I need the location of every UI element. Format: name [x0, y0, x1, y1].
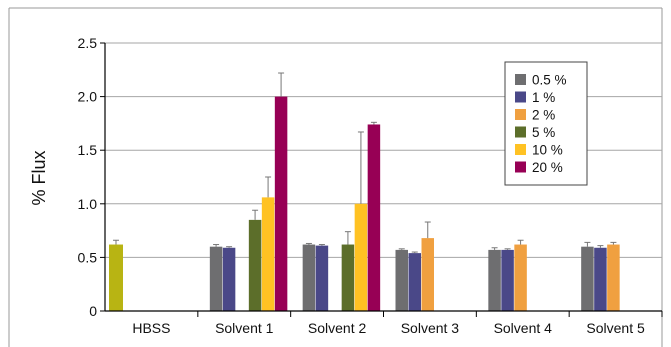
- bar: [421, 238, 434, 311]
- bar: [261, 197, 275, 311]
- bar: [302, 244, 316, 311]
- legend-swatch: [515, 74, 526, 85]
- legend-label: 5 %: [532, 125, 555, 140]
- axes-layer: 0 0.5 1.0 1.5 2.0 2.5 HBSS Solvent 1 Solvent 2 So…: [78, 35, 663, 336]
- y-tick-label: 2.5: [78, 35, 98, 51]
- bar: [607, 244, 620, 311]
- bar: [514, 244, 527, 311]
- legend: 0.5 % 1 % 2 % 5 % 10 % 20 %: [504, 61, 588, 186]
- bar: [408, 253, 421, 311]
- x-tick-label: Solvent 2: [308, 320, 367, 336]
- bar: [488, 249, 501, 311]
- x-tick-label: Solvent 5: [586, 320, 645, 336]
- bar: [594, 247, 607, 311]
- bar: [354, 203, 368, 311]
- y-tick-label: 1.0: [78, 196, 98, 212]
- legend-label: 10 %: [532, 143, 563, 158]
- legend-swatch: [515, 144, 526, 155]
- bar: [274, 96, 288, 311]
- y-tick-label: 1.5: [78, 142, 98, 158]
- bar: [248, 219, 262, 311]
- bar: [501, 249, 514, 311]
- bar: [222, 247, 236, 311]
- legend-swatch: [515, 91, 526, 103]
- legend-swatch: [515, 161, 526, 173]
- bars-layer: [109, 72, 620, 311]
- legend-swatch: [515, 109, 526, 120]
- bar: [209, 246, 223, 311]
- x-tick-label: Solvent 3: [401, 320, 460, 336]
- x-tick-label: Solvent 4: [494, 320, 553, 336]
- legend-label: 2 %: [532, 108, 555, 123]
- x-tick-label: Solvent 1: [215, 320, 274, 336]
- y-tick-label: 0.5: [78, 249, 98, 265]
- bar: [395, 249, 408, 311]
- x-tick-label: HBSS: [132, 320, 170, 336]
- legend-label: 20 %: [532, 160, 563, 175]
- y-tick-label: 0: [89, 303, 97, 319]
- legend-label: 0.5 %: [532, 73, 567, 88]
- legend-swatch: [515, 126, 526, 138]
- legend-label: 1 %: [532, 90, 555, 105]
- bar: [581, 246, 594, 311]
- bar: [367, 124, 381, 311]
- bar: [315, 245, 329, 311]
- bar: [341, 244, 355, 311]
- bar-hbss: [109, 244, 123, 311]
- y-tick-label: 2.0: [78, 89, 98, 105]
- y-axis-title: % Flux: [29, 150, 49, 205]
